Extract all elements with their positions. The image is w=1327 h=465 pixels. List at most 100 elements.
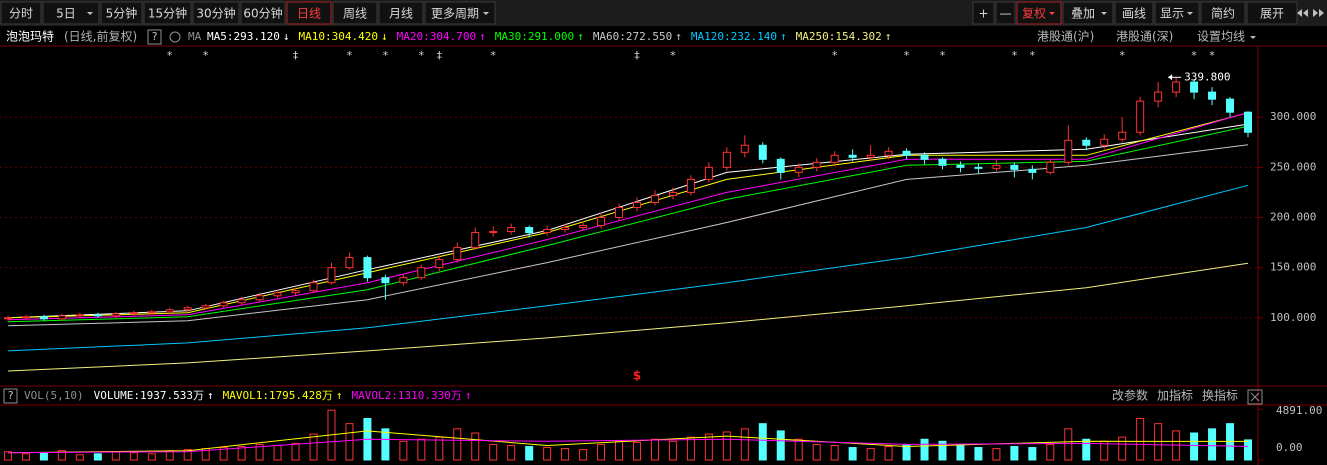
indicator-name: MA [188, 30, 202, 43]
period-button[interactable] [240, 1, 286, 25]
link-label[interactable]: 港股通(沪) [1037, 30, 1094, 44]
candle-body [561, 227, 570, 231]
period-button[interactable] [424, 1, 496, 25]
candle-body [183, 307, 192, 311]
period-label[interactable]: 30分钟 [196, 6, 235, 21]
event-mark[interactable]: * [939, 49, 946, 62]
volume-bar [435, 436, 444, 461]
volume-bar [75, 454, 84, 461]
tool-button[interactable] [995, 1, 1016, 25]
dropdown-arrow[interactable] [87, 12, 93, 15]
event-mark[interactable]: ‡ [634, 49, 641, 62]
volume-bar [111, 451, 120, 461]
event-mark[interactable]: * [166, 49, 173, 62]
help-box[interactable] [147, 29, 162, 45]
dropdown-arrow[interactable] [1049, 12, 1055, 15]
tool-button[interactable] [1062, 1, 1114, 25]
tool-label[interactable]: 叠加 [1071, 7, 1095, 21]
event-mark[interactable]: ‡ [436, 49, 443, 62]
tool-label[interactable]: 复权 [1022, 7, 1046, 21]
volume-bar [632, 441, 641, 461]
period-button[interactable] [0, 1, 42, 25]
candle-body [1082, 139, 1091, 146]
legend-entry: MA120:232.140 [691, 30, 777, 43]
tool-label[interactable]: 简约 [1211, 6, 1235, 21]
event-mark[interactable]: * [831, 49, 838, 62]
tool-button[interactable] [1016, 1, 1062, 25]
candle-body [1136, 100, 1145, 133]
period-label[interactable]: 更多周期 [431, 7, 479, 21]
event-mark[interactable]: * [1029, 49, 1036, 62]
link-label[interactable]: 改参数 [1112, 388, 1148, 403]
close-box[interactable] [1247, 389, 1263, 405]
event-mark[interactable]: * [1119, 49, 1126, 62]
event-mark[interactable]: * [382, 49, 389, 62]
dropdown-arrow[interactable] [1101, 12, 1107, 15]
event-mark[interactable]: * [418, 49, 425, 62]
tool-button[interactable] [1246, 1, 1298, 25]
y-tick-label: 150.000 [1270, 261, 1316, 274]
candle-body [1172, 81, 1181, 93]
link-label[interactable]: 设置均线 [1197, 30, 1245, 44]
event-mark[interactable]: * [903, 49, 910, 62]
y-tick-label: 4891.00 [1276, 404, 1322, 417]
period-label[interactable]: 月线 [389, 7, 413, 21]
period-button[interactable] [192, 1, 240, 25]
candle-body [453, 247, 462, 261]
volume-bar [561, 448, 570, 461]
volume-bar [237, 446, 246, 461]
period-label[interactable]: 分时 [9, 7, 33, 21]
period-button[interactable] [100, 1, 143, 25]
close-icon[interactable] [1250, 392, 1260, 402]
special-mark[interactable]: $ [633, 369, 641, 383]
help-box[interactable] [3, 388, 18, 404]
settings-icon[interactable] [169, 31, 181, 43]
annotation-arrowhead [1168, 74, 1173, 81]
period-label[interactable]: 5分钟 [106, 6, 138, 21]
event-mark[interactable]: ‡ [292, 49, 299, 62]
period-button[interactable] [378, 1, 424, 25]
event-mark[interactable]: * [202, 49, 209, 62]
tool-label[interactable]: 画线 [1122, 7, 1146, 21]
dropdown-arrow[interactable] [1250, 36, 1256, 39]
tool-label[interactable]: + [978, 7, 988, 21]
event-mark[interactable]: * [490, 49, 497, 62]
tool-label[interactable]: 展开 [1260, 7, 1284, 21]
link-label[interactable]: 换指标 [1202, 388, 1238, 403]
volume-bar [39, 452, 48, 461]
candle-body [21, 316, 30, 319]
dropdown-arrow[interactable] [1187, 12, 1193, 15]
tool-label[interactable]: — [1000, 7, 1012, 21]
link-label[interactable]: 港股通(深) [1116, 30, 1173, 44]
candle-body [1010, 164, 1019, 170]
period-button[interactable] [42, 1, 100, 25]
volume-bar [650, 438, 659, 461]
tool-button[interactable] [1114, 1, 1154, 25]
dropdown-arrow[interactable] [483, 12, 489, 15]
event-mark[interactable]: * [1209, 49, 1216, 62]
event-mark[interactable]: * [1191, 49, 1198, 62]
link-label[interactable]: 加指标 [1157, 388, 1193, 403]
event-mark[interactable]: * [346, 49, 353, 62]
period-label[interactable]: 5日 [56, 7, 76, 21]
event-mark[interactable]: * [1011, 49, 1018, 62]
period-button[interactable] [332, 1, 378, 25]
tool-button[interactable] [972, 1, 995, 25]
volume-bar [381, 428, 390, 461]
period-label[interactable]: 60分钟 [243, 6, 282, 21]
tool-label[interactable]: 显示 [1160, 7, 1184, 21]
period-button[interactable] [286, 1, 332, 25]
candle-body [650, 194, 659, 203]
y-tick-label: 300.000 [1270, 110, 1316, 123]
legend-trend: ↓ [381, 30, 388, 43]
period-label[interactable]: 15分钟 [148, 6, 187, 21]
period-label[interactable]: 周线 [343, 7, 367, 21]
help-icon[interactable]: ? [7, 389, 14, 402]
period-label[interactable]: 日线 [297, 7, 321, 21]
period-button[interactable] [143, 1, 192, 25]
candle-body [812, 161, 821, 168]
event-mark[interactable]: * [670, 49, 677, 62]
help-icon[interactable]: ? [151, 30, 158, 43]
tool-button[interactable] [1200, 1, 1246, 25]
tool-button[interactable] [1154, 1, 1200, 25]
